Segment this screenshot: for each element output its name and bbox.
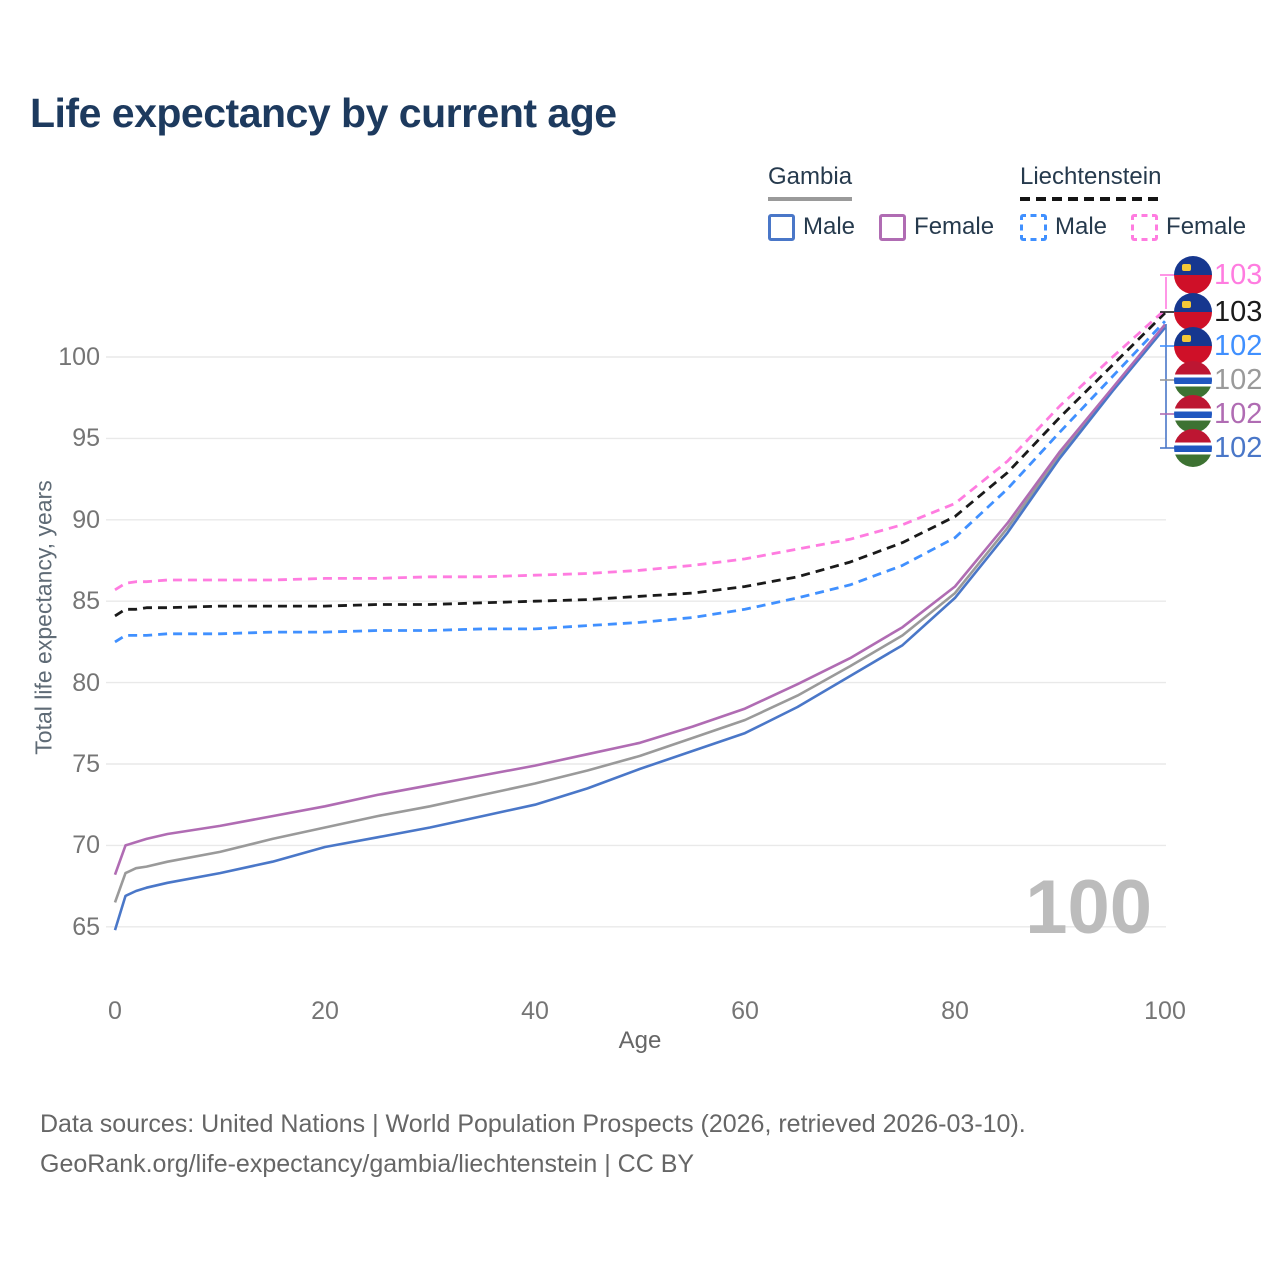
end-value-liechtenstein-female: 103 [1214, 259, 1263, 291]
legend-header-liechtenstein[interactable]: Liechtenstein [1020, 163, 1162, 201]
x-tick-0: 0 [108, 997, 122, 1025]
legend-item-gambia-female[interactable]: Female [879, 213, 994, 241]
gambia-flag-icon [1174, 361, 1212, 399]
end-value-gambia-total: 102 [1214, 364, 1263, 396]
series-line-gambia-male[interactable] [113, 326, 1167, 931]
liechtenstein-male-swatch-icon [1020, 213, 1047, 241]
legend-group-liechtenstein: Liechtenstein Male Female [1020, 163, 1270, 241]
end-value-gambia-female: 102 [1214, 398, 1263, 430]
legend-label-liechtenstein-male: Male [1055, 213, 1108, 240]
y-tick-80: 80 [72, 668, 100, 697]
footer-attribution: GeoRank.org/life-expectancy/gambia/liech… [40, 1150, 695, 1178]
legend-group-gambia: Gambia Male Female [768, 163, 1018, 241]
y-tick-75: 75 [72, 750, 100, 778]
liechtenstein-flag-icon [1174, 327, 1212, 365]
series-line-liechtenstein-male[interactable] [114, 320, 1167, 644]
liechtenstein-female-swatch-icon [1131, 213, 1159, 241]
age-watermark: 100 [1025, 865, 1152, 950]
footer-data-sources: Data sources: United Nations | World Pop… [40, 1110, 1026, 1138]
y-tick-90: 90 [72, 505, 100, 534]
legend: Gambia Male Female Liechtenstein Male [768, 163, 1280, 243]
end-value-liechtenstein-male: 102 [1214, 330, 1263, 362]
liechtenstein-flag-icon [1174, 293, 1212, 331]
legend-items-liechtenstein: Male Female [1020, 213, 1270, 241]
x-tick-20: 20 [311, 997, 339, 1025]
series-line-gambia-female[interactable] [113, 323, 1167, 876]
series-line-liechtenstein-total[interactable] [114, 312, 1166, 618]
x-tick-100: 100 [1144, 997, 1186, 1025]
gambia-male-swatch-icon [768, 213, 795, 241]
x-tick-40: 40 [521, 997, 549, 1025]
page-title: Life expectancy by current age [30, 90, 617, 136]
series-line-gambia-total[interactable] [113, 325, 1167, 903]
y-tick-70: 70 [72, 831, 100, 860]
y-tick-95: 95 [72, 424, 100, 453]
gambia-female-swatch-icon [879, 213, 907, 241]
legend-item-liechtenstein-female[interactable]: Female [1131, 213, 1246, 241]
legend-header-gambia[interactable]: Gambia [768, 163, 853, 201]
liechtenstein-flag-icon [1174, 256, 1212, 294]
legend-item-gambia-male[interactable]: Male [768, 213, 855, 241]
y-tick-85: 85 [72, 587, 100, 616]
end-value-gambia-male: 102 [1214, 432, 1263, 464]
x-axis-title: Age [618, 1027, 662, 1054]
x-tick-60: 60 [731, 997, 759, 1025]
legend-label-gambia-female: Female [914, 213, 995, 240]
end-value-liechtenstein-total: 103 [1214, 296, 1263, 328]
gambia-flag-icon [1174, 429, 1212, 467]
series-line-liechtenstein-female[interactable] [114, 308, 1166, 591]
y-tick-100: 100 [58, 343, 100, 371]
y-tick-65: 65 [72, 912, 100, 941]
gambia-flag-icon [1174, 395, 1212, 433]
legend-label-gambia-male: Male [803, 213, 856, 240]
legend-label-liechtenstein-female: Female [1166, 213, 1247, 240]
x-tick-80: 80 [941, 997, 969, 1025]
legend-item-liechtenstein-male[interactable]: Male [1020, 213, 1107, 241]
legend-items-gambia: Male Female [768, 213, 1018, 241]
